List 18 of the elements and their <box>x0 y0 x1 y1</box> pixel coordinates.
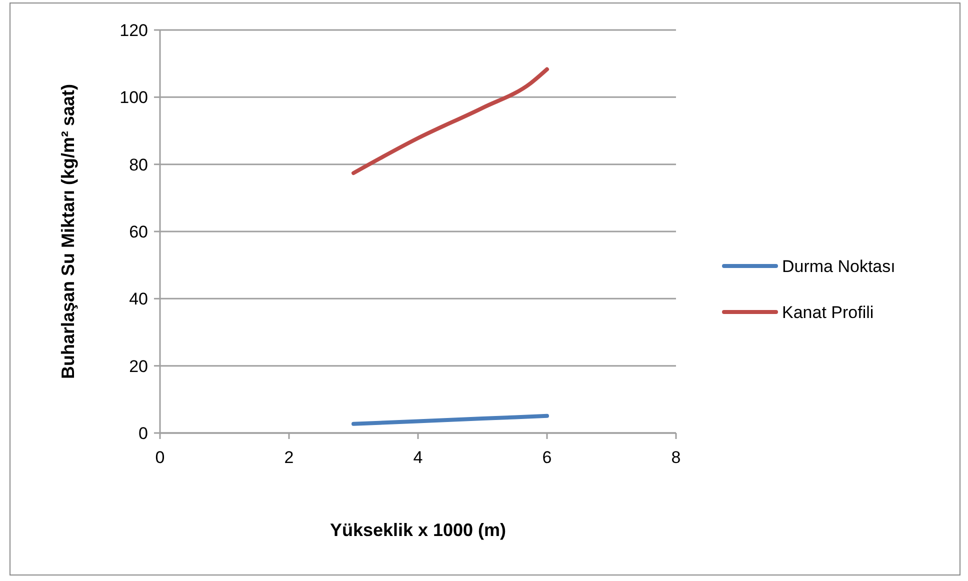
y-tick-label: 40 <box>129 290 148 309</box>
y-tick-label: 80 <box>129 155 148 174</box>
x-tick-label: 2 <box>284 448 294 467</box>
line-series <box>352 67 549 176</box>
x-tick-label: 6 <box>542 448 552 467</box>
y-tick-label: 100 <box>120 88 148 108</box>
line-series <box>352 414 549 426</box>
y-tick-label: 60 <box>129 222 148 242</box>
x-axis-title: Yükseklik x 1000 (m) <box>330 520 506 540</box>
y-tick-label: 120 <box>120 20 148 40</box>
x-tick-label: 4 <box>413 448 423 467</box>
y-axis-title: Buharlaşan Su Miktarı (kg/m² saat) <box>58 84 78 380</box>
y-tick-label: 20 <box>129 356 148 376</box>
x-tick-label: 8 <box>671 448 681 467</box>
y-tick-label: 0 <box>138 424 148 443</box>
legend-label: Kanat Profili <box>782 302 874 322</box>
legend-label: Durma Noktası <box>782 256 896 276</box>
x-tick-label: 0 <box>155 448 165 467</box>
